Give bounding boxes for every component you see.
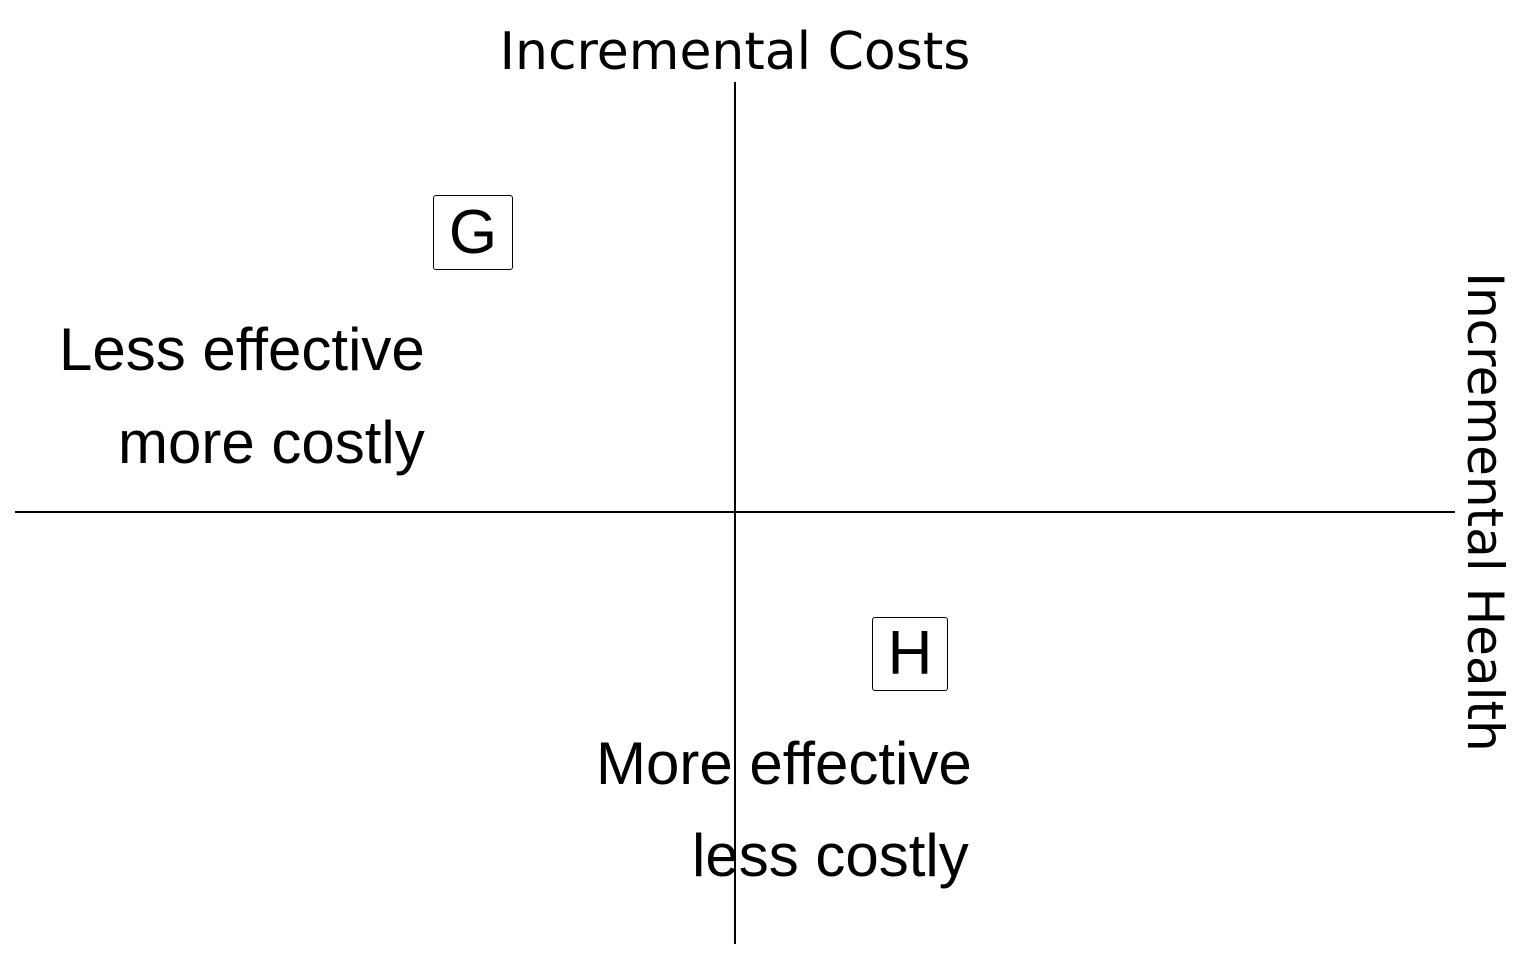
y-axis-title: Incremental Costs bbox=[499, 22, 971, 82]
quadrant-se-label-line-2: less costly bbox=[692, 822, 969, 889]
quadrant-nw-label-line-1: Less effective bbox=[59, 316, 425, 383]
horizontal-axis-health bbox=[15, 511, 1455, 513]
vertical-axis-costs bbox=[734, 82, 736, 944]
quadrant-se-label-line-1: More effective bbox=[596, 730, 972, 797]
x-axis-title: Incremental Health bbox=[1456, 272, 1514, 752]
point-g-marker: G bbox=[433, 195, 513, 270]
quadrant-nw-label-line-2: more costly bbox=[118, 409, 425, 476]
point-h-marker: H bbox=[872, 617, 948, 691]
